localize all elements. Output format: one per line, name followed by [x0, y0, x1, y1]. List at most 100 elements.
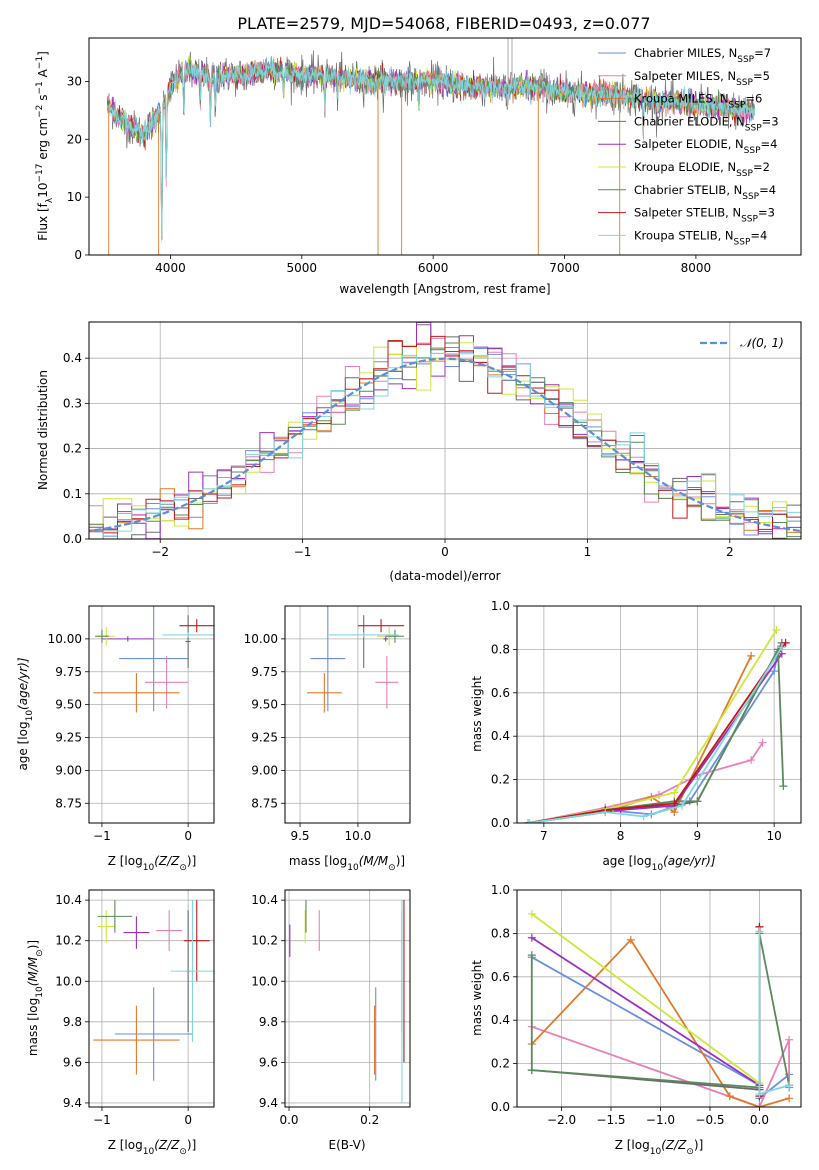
mass-weight-vs-Z-xlabel: Z [log10(Z/Z⊙)] [615, 1138, 704, 1157]
residual-hist-4 [89, 322, 801, 539]
legend-label-5: Kroupa ELODIE, NSSP=2 [634, 160, 770, 179]
mass-weight-marker [747, 756, 756, 765]
x-tick-label: 0.2 [360, 1113, 379, 1127]
mass-vs-ebv-plot-area [285, 890, 410, 1107]
mass-vs-Z-axes: −1 0 9.4 9.6 9.8 10.0 10.2 10.4 Z [log10(Z/Z⊙)] m… [26, 889, 215, 1157]
y-tick-label: 8.75 [251, 796, 278, 810]
axes-frame [88, 321, 802, 540]
x-tick-label: −1 [93, 1113, 111, 1127]
mass-weight-marker [785, 1094, 794, 1103]
y-tick-label: 10.00 [48, 632, 82, 646]
y-tick-label: 0.6 [491, 686, 510, 700]
x-tick-label: 0.0 [279, 1113, 298, 1127]
x-tick-label: 6000 [418, 261, 449, 275]
mass-weight-marker [527, 909, 536, 918]
x-tick-label: 8000 [681, 261, 712, 275]
age-vs-mass-axes: 9.5 10.0 8.75 9.00 9.25 9.50 9.75 10.00 mass [lo… [244, 605, 411, 873]
y-tick-label: 10.2 [251, 934, 278, 948]
mass-weight-vs-Z-ylabel: mass weight [470, 960, 484, 1036]
mass-weight-marker [678, 801, 687, 810]
residuals-axes: −2 −1 0 1 2 0.0 0.1 0.2 0.3 0.4 (data-model)/error… [36, 321, 802, 583]
mass-weight-marker [747, 651, 756, 660]
mass-weight-marker [527, 1066, 536, 1075]
y-tick-label: 10.4 [251, 893, 278, 907]
legend-label-2: Kroupa MILES, NSSP=6 [634, 92, 762, 111]
y-tick-label: 0.0 [491, 816, 510, 830]
y-tick-label: 9.25 [251, 731, 278, 745]
x-tick-label: 10.0 [345, 829, 372, 843]
mass-weight-line-7 [528, 642, 787, 823]
axes-frame [516, 605, 802, 824]
y-tick-label: 0 [74, 248, 82, 262]
mass-weight-vs-Z-plot-area [517, 890, 801, 1107]
x-tick-label: 4000 [155, 261, 186, 275]
x-tick-label: −0.5 [695, 1113, 724, 1127]
y-tick-label: 9.4 [259, 1096, 278, 1110]
x-tick-label: 0.0 [750, 1113, 769, 1127]
y-tick-label: 9.75 [55, 665, 82, 679]
y-tick-label: 0.8 [491, 926, 510, 940]
mass-weight-vs-age-plot-area [517, 606, 801, 823]
y-tick-label: 0.2 [491, 1057, 510, 1071]
y-tick-label: 10.0 [55, 974, 82, 988]
x-tick-label: 7000 [549, 261, 580, 275]
age-vs-Z-axes: −1 0 8.75 9.00 9.25 9.50 9.75 10.00 Z [log10(Z/Z… [16, 605, 215, 873]
mass-weight-marker [527, 933, 536, 942]
figure-title: PLATE=2579, MJD=54068, FIBERID=0493, z=0… [237, 14, 650, 33]
x-tick-label: −1.5 [596, 1113, 625, 1127]
x-tick-label: 2 [726, 545, 734, 559]
axes-frame [88, 37, 802, 256]
mass-vs-Z-ylabel: mass [log10(M/M⊙)] [26, 940, 45, 1056]
spectrum-xlabel: wavelength [Angstrom, rest frame] [339, 282, 550, 296]
mass-weight-marker [601, 808, 610, 817]
y-tick-label: 9.6 [63, 1055, 82, 1069]
y-tick-label: 0.4 [491, 729, 510, 743]
y-tick-label: 9.8 [259, 1015, 278, 1029]
legend-label-3: Chabrier ELODIE, NSSP=3 [634, 114, 779, 133]
x-tick-label: −2.0 [547, 1113, 576, 1127]
legend-label-0: Chabrier MILES, NSSP=7 [634, 46, 771, 65]
x-tick-label: −1.0 [646, 1113, 675, 1127]
normal-legend-label: 𝒩(0, 1) [740, 336, 784, 350]
age-vs-mass-plot-area [285, 606, 410, 823]
mass-weight-line-5 [531, 913, 760, 1084]
spectrum-ylabel: Flux [fλ10−17 erg cm−2 s−1 A−1] [35, 51, 55, 241]
y-tick-label: 0.1 [63, 487, 82, 501]
y-tick-label: 0.3 [63, 396, 82, 410]
x-tick-label: −2 [151, 545, 169, 559]
legend-label-6: Chabrier STELIB, NSSP=4 [634, 183, 776, 202]
spectrum-line-8 [107, 57, 756, 242]
mass-weight-line-1 [531, 1025, 790, 1107]
mass-weight-marker [779, 782, 788, 791]
y-tick-label: 10.0 [251, 974, 278, 988]
y-tick-label: 9.25 [55, 731, 82, 745]
x-tick-label: 10 [766, 829, 781, 843]
y-tick-label: 0.4 [63, 351, 82, 365]
y-tick-label: 9.4 [63, 1096, 82, 1110]
axes-frame [88, 889, 215, 1108]
y-tick-label: 0.4 [491, 1013, 510, 1027]
y-tick-label: 9.8 [63, 1015, 82, 1029]
age-vs-mass-xlabel: mass [log10(M/M⊙)] [289, 854, 405, 873]
mass-weight-marker [755, 1089, 764, 1098]
y-tick-label: 9.6 [259, 1055, 278, 1069]
y-tick-label: 1.0 [491, 599, 510, 613]
y-tick-label: 1.0 [491, 883, 510, 897]
y-tick-label: 9.50 [55, 698, 82, 712]
age-vs-Z-ylabel: age [log10(age/yr)] [16, 657, 35, 770]
y-tick-label: 10.4 [55, 893, 82, 907]
x-tick-label: 0 [184, 829, 192, 843]
mass-weight-marker [755, 927, 764, 936]
y-tick-label: 0.8 [491, 642, 510, 656]
mass-weight-vs-age-ylabel: mass weight [470, 676, 484, 752]
residuals-ylabel: Normed distribution [36, 370, 50, 490]
mass-weight-marker [527, 951, 536, 960]
y-tick-label: 0.0 [63, 532, 82, 546]
legend-label-1: Salpeter MILES, NSSP=5 [634, 69, 770, 88]
y-tick-label: 9.75 [251, 665, 278, 679]
residuals-plot-area [89, 322, 801, 539]
legend-label-4: Salpeter ELODIE, NSSP=4 [634, 137, 777, 156]
y-tick-label: 8.75 [55, 796, 82, 810]
mass-weight-marker [670, 799, 679, 808]
x-tick-label: 9.5 [290, 829, 309, 843]
